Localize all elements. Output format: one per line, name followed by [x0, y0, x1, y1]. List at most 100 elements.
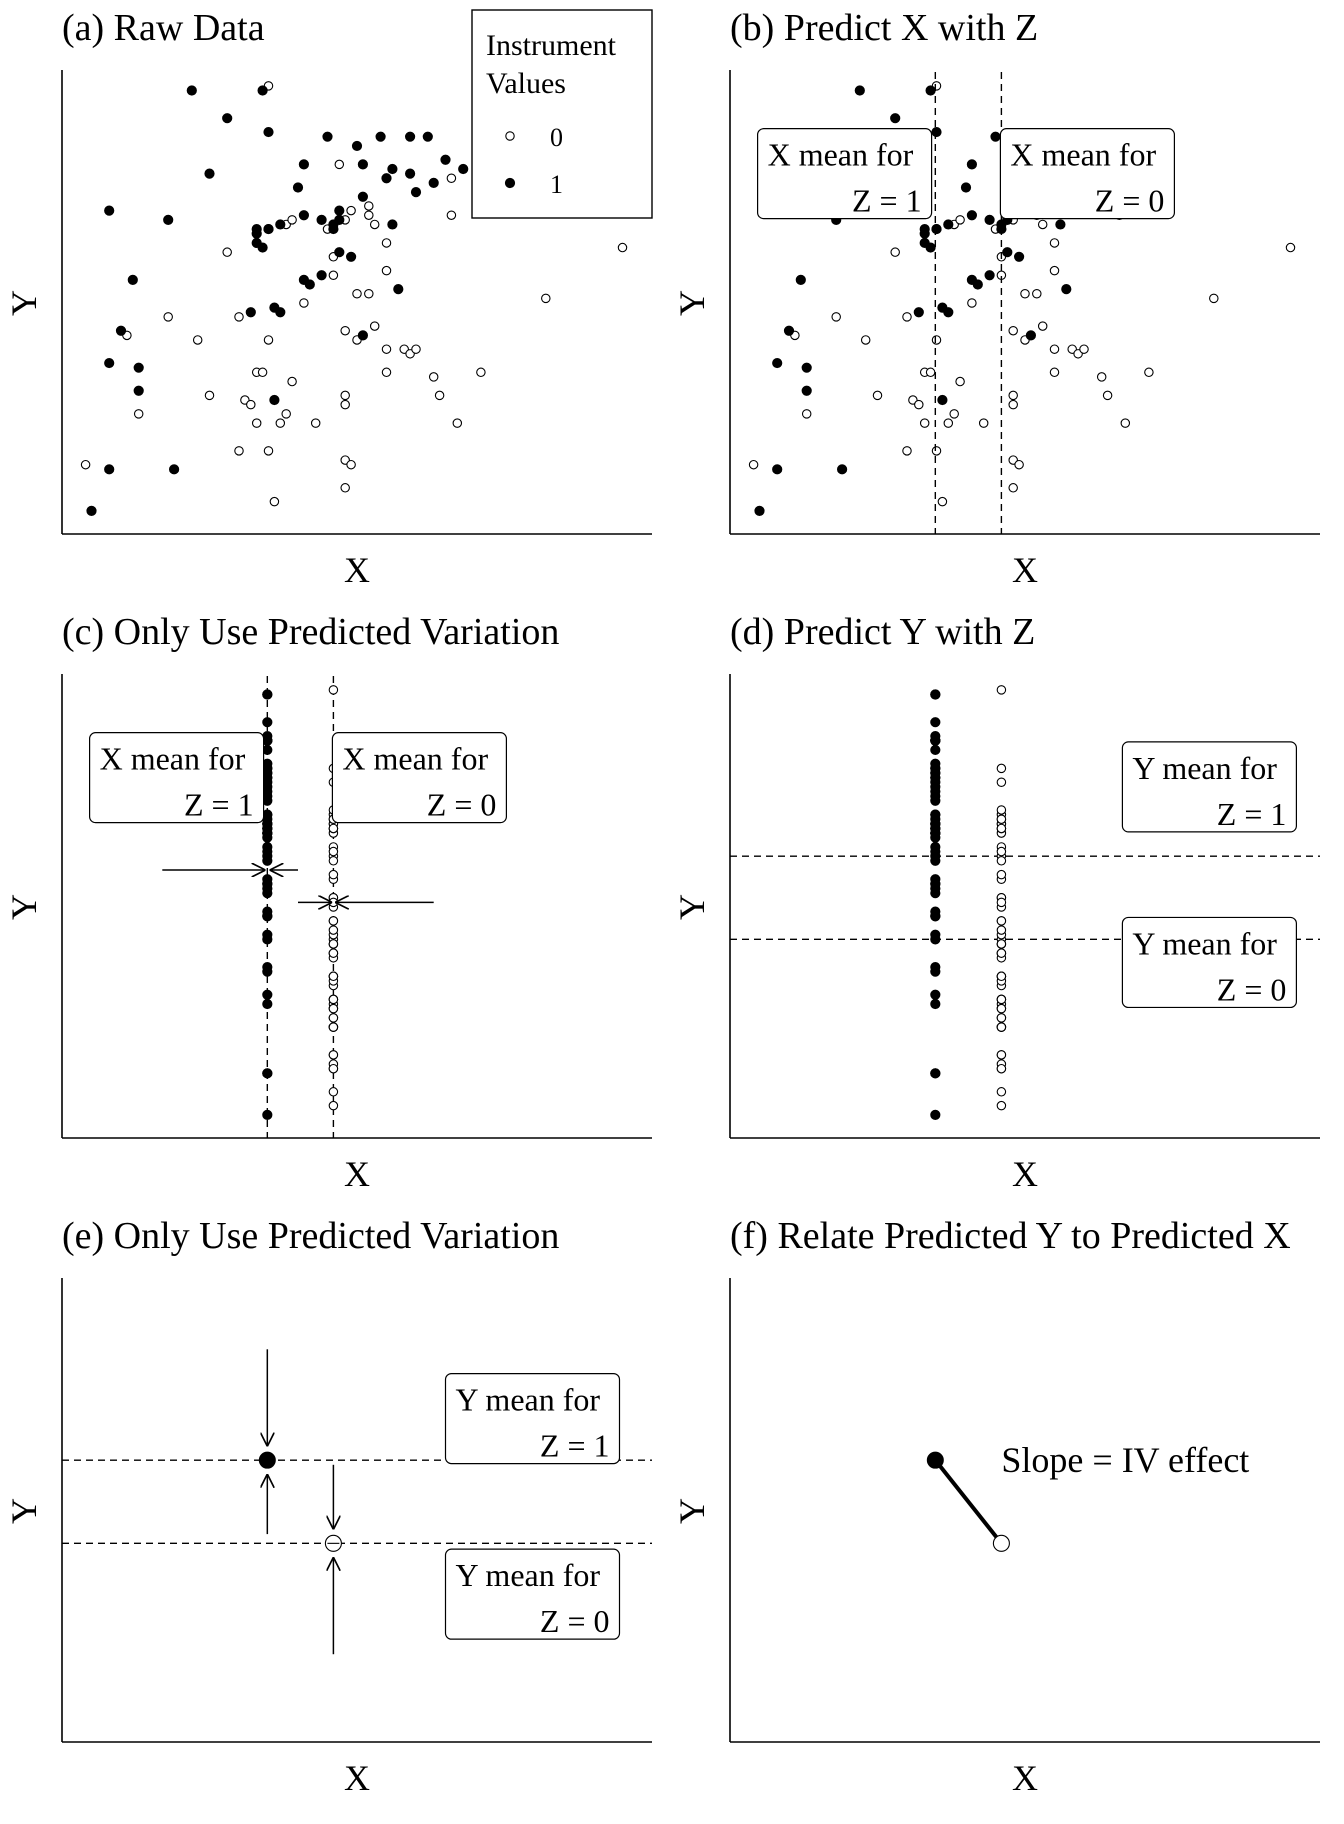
projected-point-z1-39 — [262, 855, 273, 866]
point-z0-47 — [1049, 238, 1060, 248]
projected-point-z0-59 — [328, 685, 339, 695]
annotation-y-mean-z1-frame — [444, 1372, 621, 1465]
point-z0-2 — [133, 409, 144, 419]
projected-point-z0-57 — [996, 897, 1007, 908]
point-z1-5 — [795, 274, 806, 285]
point-z0-17 — [275, 418, 286, 428]
point-z0-23 — [978, 418, 989, 428]
point-z1-2 — [772, 464, 783, 475]
point-z1-13 — [913, 307, 924, 318]
point-z0-55 — [1120, 418, 1131, 428]
projected-point-z1-48 — [262, 888, 273, 899]
projected-point-z1-12 — [262, 717, 273, 728]
annotation-x-mean-z1: X mean for Z = 1 — [88, 732, 265, 824]
point-z0-16 — [269, 496, 280, 507]
legend-title-line-1: Instrument — [486, 29, 617, 62]
point-z0-39 — [369, 219, 380, 230]
x-axis-label-b: X — [1012, 550, 1038, 590]
point-z1-10 — [186, 85, 197, 96]
point-z1-45 — [381, 173, 392, 184]
point-z1-10 — [854, 85, 865, 96]
point-z1-53 — [428, 177, 439, 188]
legend: Instrument Values 0 1 — [471, 9, 653, 219]
projected-point-z0-43 — [328, 925, 339, 935]
legend-label-0: 0 — [550, 123, 563, 152]
point-z0-2 — [801, 409, 812, 419]
point-z1-13 — [245, 307, 256, 318]
y-axis-label-e: Y — [4, 1498, 44, 1524]
point-z0-19 — [955, 376, 965, 387]
point-z0-13 — [925, 367, 936, 378]
projected-point-z1-31 — [262, 874, 273, 885]
point-z1-51 — [405, 131, 416, 142]
annotation-y-mean-z1-frame — [1121, 741, 1298, 833]
point-z0-4 — [860, 335, 871, 345]
point-z0-56 — [476, 367, 486, 378]
point-z1-12 — [890, 113, 901, 124]
mean-point-z1 — [258, 1451, 276, 1469]
annotation-x-mean-z0-line-2: Z = 0 — [1095, 183, 1165, 219]
point-z0-12 — [919, 418, 930, 428]
projected-point-z0-58 — [328, 846, 339, 857]
point-z1-3 — [104, 357, 115, 369]
point-z1-9 — [837, 464, 848, 475]
projected-point-z0-38 — [328, 939, 339, 949]
point-z1-7 — [133, 385, 144, 396]
point-z0-34 — [1008, 483, 1018, 493]
point-z0-21 — [299, 298, 309, 308]
point-z0-54 — [446, 210, 457, 220]
projected-point-z1-31 — [930, 874, 941, 885]
point-z1-26 — [960, 182, 972, 193]
point-z0-58 — [617, 242, 628, 253]
projected-point-z0-52 — [996, 994, 1007, 1005]
projected-point-z1-48 — [930, 888, 941, 899]
point-z0-29 — [1008, 325, 1018, 336]
projected-point-z0-56 — [996, 971, 1007, 982]
point-z1-47 — [387, 219, 398, 230]
projected-point-z1-23 — [262, 998, 273, 1010]
point-z0-15 — [263, 446, 274, 456]
point-z1-49 — [405, 168, 416, 179]
projected-point-z0-28 — [996, 856, 1007, 866]
annotation-y-mean-z1-line-1: Y mean for — [456, 1382, 601, 1418]
annotation-x-mean-z1-frame — [756, 128, 933, 220]
point-z1-9 — [169, 464, 180, 475]
point-z1-32 — [316, 214, 327, 225]
point-z1-47 — [1055, 219, 1066, 230]
projected-point-z0-22 — [996, 1013, 1007, 1023]
point-z0-19 — [287, 376, 297, 387]
projected-point-z1-40 — [930, 744, 941, 756]
point-z0-43 — [369, 321, 380, 331]
point-z0-44 — [1049, 344, 1060, 354]
point-z0-3 — [831, 312, 841, 322]
point-z1-0 — [754, 505, 765, 516]
point-z0-34 — [340, 483, 350, 493]
y-axis-label-f: Y — [672, 1498, 712, 1524]
point-z0-33 — [1014, 459, 1024, 470]
projected-point-z0-52 — [328, 994, 339, 1005]
point-z1-44 — [375, 131, 386, 142]
projected-point-z1-39 — [930, 855, 941, 866]
point-z0-57 — [541, 293, 551, 304]
projected-point-z0-59 — [996, 685, 1007, 695]
point-z0-47 — [381, 238, 392, 248]
projected-point-z0-7 — [996, 916, 1007, 926]
point-z0-51 — [1096, 372, 1107, 382]
point-z0-29 — [340, 325, 350, 336]
legend-frame — [471, 9, 653, 219]
point-z0-37 — [1020, 289, 1030, 299]
point-z0-52 — [434, 390, 445, 401]
point-z1-26 — [292, 182, 304, 193]
projected-point-z0-56 — [328, 971, 339, 982]
projected-point-z0-26 — [996, 763, 1007, 774]
panel-e: (e) Only Use Predicted Variation X Y Y mean… — [4, 1215, 652, 1798]
point-z1-20 — [925, 85, 936, 96]
point-z1-0 — [86, 505, 97, 516]
point-z1-30 — [972, 279, 983, 290]
point-z1-43 — [357, 191, 368, 202]
point-z0-35 — [1008, 399, 1018, 410]
projected-point-z0-50 — [328, 948, 339, 958]
point-z1-3 — [772, 357, 783, 369]
projected-point-z0-39 — [996, 823, 1007, 834]
annotation-y-mean-z0: Y mean for Z = 0 — [444, 1548, 621, 1640]
